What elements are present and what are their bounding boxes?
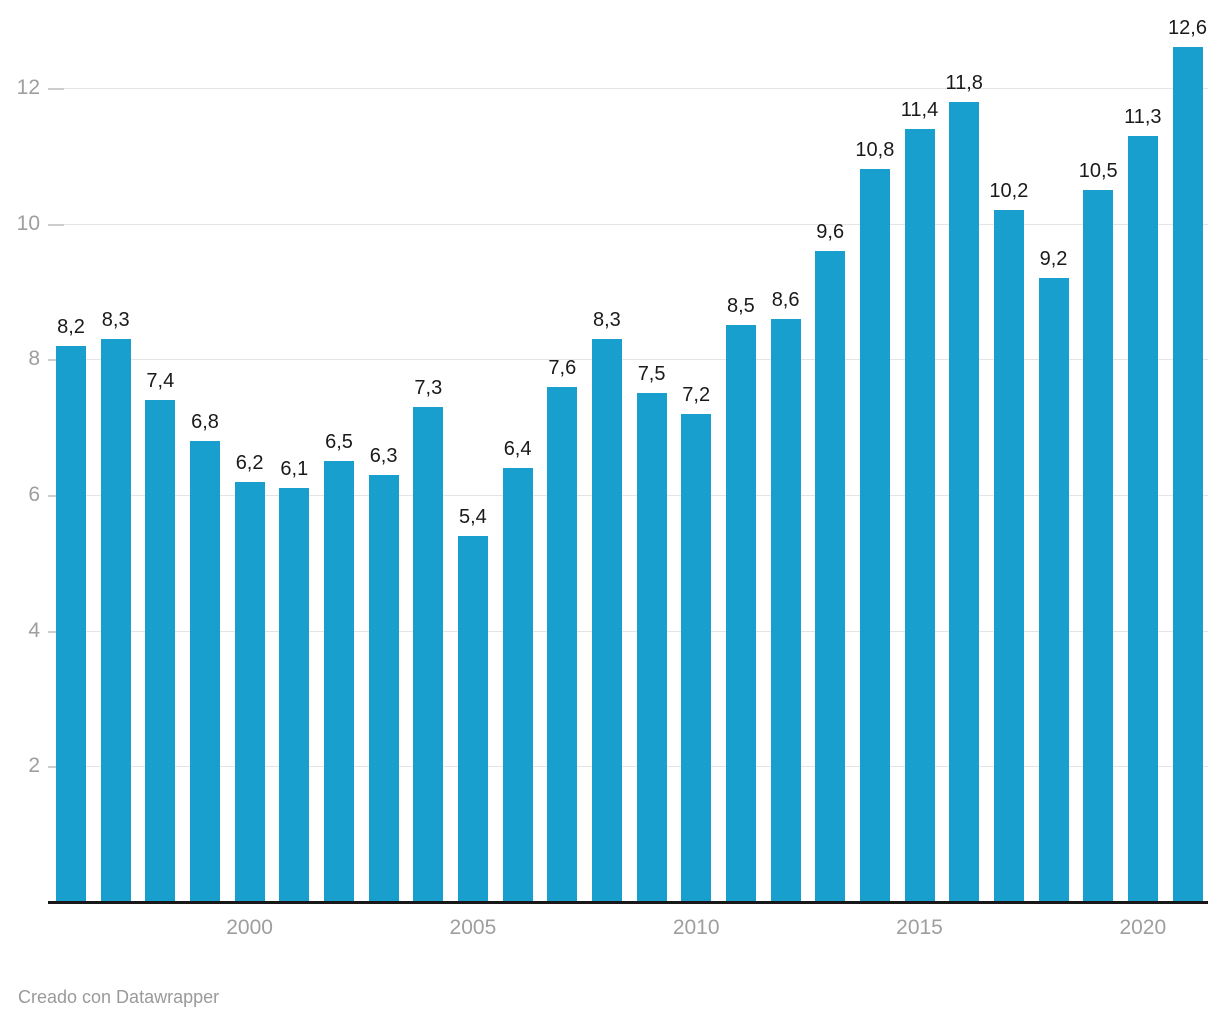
y-tick-label: 2 xyxy=(28,754,40,777)
y-gridline xyxy=(48,88,1208,89)
bar xyxy=(859,169,890,902)
bar xyxy=(1172,47,1203,902)
x-axis-baseline xyxy=(48,901,1208,904)
bar-value-label: 7,4 xyxy=(146,370,175,393)
bar-value-label: 11,3 xyxy=(1124,105,1162,128)
y-tick-label: 10 xyxy=(16,212,40,235)
bar-value-label: 8,6 xyxy=(771,288,800,311)
bar xyxy=(770,318,801,902)
bar-value-label: 7,3 xyxy=(414,376,443,399)
bar xyxy=(56,345,86,902)
bar xyxy=(368,474,399,902)
bar-value-label: 10,8 xyxy=(855,139,895,162)
bar-value-label: 12,6 xyxy=(1168,17,1207,40)
y-gridline xyxy=(48,224,1208,225)
bar-value-label: 6,8 xyxy=(191,410,219,433)
bar-value-label: 6,3 xyxy=(369,444,398,467)
bar-value-label: 6,5 xyxy=(325,431,353,454)
bar-value-label: 5,4 xyxy=(458,505,487,528)
bar-value-label: 8,2 xyxy=(57,315,85,338)
bar xyxy=(547,386,578,902)
x-tick-label: 2010 xyxy=(672,916,720,939)
bar xyxy=(725,325,756,902)
bar-value-label: 11,4 xyxy=(900,98,939,121)
bar-value-label: 6,1 xyxy=(280,458,309,481)
x-tick-label: 2015 xyxy=(896,916,943,939)
bar xyxy=(502,467,533,902)
bar xyxy=(457,535,488,902)
y-gridline xyxy=(48,359,1208,360)
bar-value-label: 9,2 xyxy=(1039,248,1068,270)
bar xyxy=(190,440,220,902)
bar xyxy=(1038,278,1069,902)
bar xyxy=(636,393,667,902)
bar-value-label: 10,2 xyxy=(989,180,1029,203)
bar-value-label: 8,3 xyxy=(592,309,621,331)
bar xyxy=(993,210,1024,902)
bar xyxy=(681,413,712,902)
bar xyxy=(1083,189,1114,902)
y-gridline xyxy=(48,631,1208,632)
bar-value-label: 6,2 xyxy=(235,451,264,474)
bar xyxy=(904,128,935,902)
y-tick xyxy=(48,88,64,90)
bar xyxy=(815,250,846,902)
bar xyxy=(100,339,131,902)
bar xyxy=(1127,135,1158,902)
x-tick-label: 2005 xyxy=(449,916,497,939)
x-tick-label: 2000 xyxy=(226,916,273,939)
bar xyxy=(949,101,980,902)
y-gridline xyxy=(48,766,1208,767)
bar xyxy=(591,339,622,902)
bar-value-label: 6,4 xyxy=(503,437,532,460)
y-tick-label: 12 xyxy=(16,76,40,99)
credit-text: Creado con Datawrapper xyxy=(18,987,220,1007)
bar xyxy=(145,400,176,902)
bar xyxy=(413,406,444,902)
bar-value-label: 7,6 xyxy=(548,356,577,379)
y-tick xyxy=(48,224,64,226)
y-tick-label: 4 xyxy=(28,619,40,642)
bar xyxy=(279,488,310,902)
bar-value-label: 11,8 xyxy=(945,71,983,94)
bar-value-label: 10,5 xyxy=(1078,159,1118,182)
y-tick-label: 8 xyxy=(28,347,40,370)
bar xyxy=(324,461,354,902)
bar-value-label: 8,5 xyxy=(726,295,755,318)
y-gridline xyxy=(48,495,1208,496)
bar xyxy=(234,481,265,902)
bar-value-label: 8,3 xyxy=(101,309,130,331)
bar-value-label: 7,5 xyxy=(637,363,666,386)
x-tick-label: 2020 xyxy=(1119,916,1167,939)
bar-value-label: 9,6 xyxy=(816,220,845,243)
bar-value-label: 7,2 xyxy=(682,383,711,406)
y-tick-label: 6 xyxy=(28,483,40,506)
